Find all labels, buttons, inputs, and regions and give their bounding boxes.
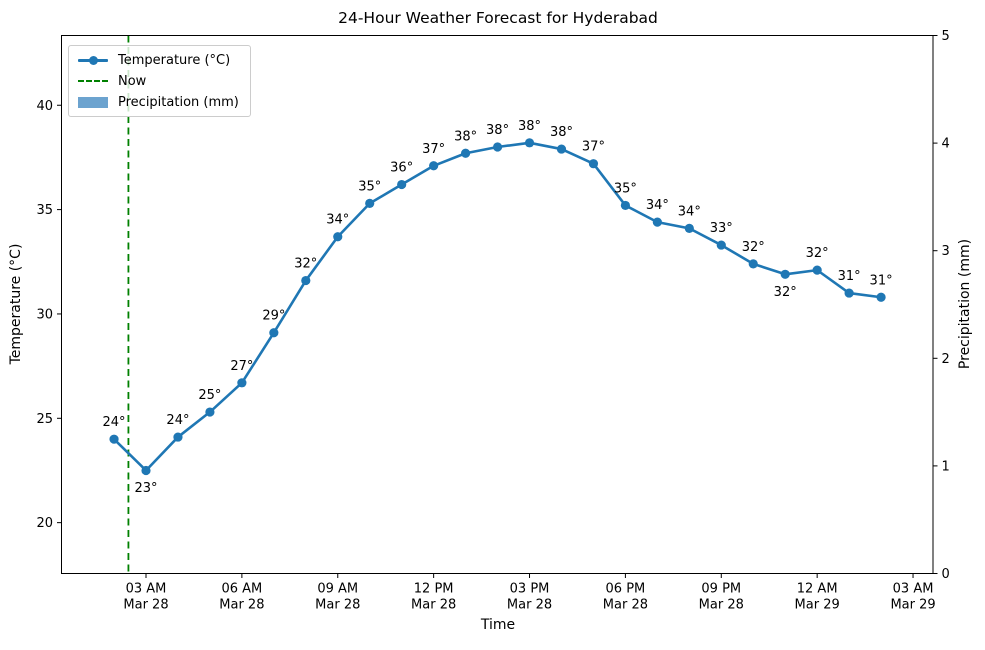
temp-point bbox=[461, 148, 471, 158]
temp-point bbox=[301, 275, 311, 286]
legend-label-temperature: Temperature (°C) bbox=[118, 52, 231, 68]
temp-point-label: 23° bbox=[134, 481, 157, 496]
temp-point-label: 32° bbox=[806, 246, 829, 261]
temp-point-label: 25° bbox=[198, 388, 221, 403]
temp-point bbox=[492, 142, 503, 152]
temp-point-label: 24° bbox=[103, 415, 126, 430]
temp-point bbox=[716, 240, 726, 250]
chart-title: 24-Hour Weather Forecast for Hyderabad bbox=[338, 9, 658, 27]
temp-point-label: 31° bbox=[870, 273, 893, 288]
temp-point bbox=[397, 179, 407, 190]
temp-point-label: 35° bbox=[358, 179, 381, 194]
legend: Temperature (°C) Now Precipitation (mm) bbox=[68, 45, 251, 117]
x-tick-label: 12 AM Mar 29 bbox=[795, 582, 840, 613]
axes-frame bbox=[61, 35, 934, 574]
legend-label-now: Now bbox=[118, 73, 147, 89]
right-tick-label: 4 bbox=[942, 137, 950, 152]
temp-point bbox=[652, 217, 662, 227]
temp-point-label: 37° bbox=[422, 142, 445, 157]
x-tick-label: 03 AM Mar 29 bbox=[890, 582, 935, 613]
temp-point-label: 32° bbox=[774, 285, 797, 300]
temp-point bbox=[684, 223, 694, 233]
x-tick-label: 06 PM Mar 28 bbox=[603, 582, 648, 613]
right-tick-label: 2 bbox=[942, 352, 950, 367]
temp-point-label: 34° bbox=[646, 198, 669, 213]
temp-point bbox=[237, 378, 247, 388]
left-tick-label: 30 bbox=[36, 307, 53, 322]
temp-point bbox=[876, 292, 886, 302]
temp-point-label: 27° bbox=[230, 359, 253, 374]
legend-item-temperature: Temperature (°C) bbox=[78, 52, 239, 68]
x-tick-label: 06 AM Mar 28 bbox=[219, 582, 264, 613]
temp-point bbox=[524, 138, 535, 148]
temp-point-label: 35° bbox=[614, 181, 637, 196]
right-tick-label: 5 bbox=[942, 29, 950, 44]
left-tick-label: 35 bbox=[36, 203, 53, 218]
temp-point bbox=[333, 232, 343, 242]
temp-point-label: 31° bbox=[838, 269, 861, 284]
x-tick-label: 09 PM Mar 28 bbox=[699, 582, 744, 613]
temp-point-label: 34° bbox=[326, 213, 349, 228]
now-dashed-line-swatch bbox=[78, 80, 108, 82]
temperature-line bbox=[112, 141, 883, 472]
temp-point bbox=[780, 269, 790, 279]
temp-point bbox=[141, 465, 151, 476]
x-axis-label: Time bbox=[480, 617, 516, 633]
temp-point-label: 34° bbox=[678, 204, 701, 219]
temp-point-label: 29° bbox=[262, 309, 285, 324]
left-tick-label: 40 bbox=[36, 99, 53, 114]
temp-point bbox=[812, 265, 822, 275]
temp-point bbox=[748, 259, 758, 269]
temp-point bbox=[429, 161, 439, 171]
temp-point-label: 36° bbox=[390, 161, 413, 176]
right-tick-label: 1 bbox=[942, 459, 950, 474]
legend-item-precipitation: Precipitation (mm) bbox=[78, 94, 239, 110]
left-tick-label: 20 bbox=[36, 516, 53, 531]
temp-point bbox=[588, 159, 599, 169]
temp-point-label: 24° bbox=[166, 413, 189, 428]
legend-item-now: Now bbox=[78, 73, 239, 89]
temp-point-label: 38° bbox=[486, 123, 509, 138]
temp-point bbox=[173, 432, 183, 442]
temp-point-label: 33° bbox=[710, 221, 733, 236]
legend-label-precipitation: Precipitation (mm) bbox=[118, 94, 239, 110]
temp-point-label: 32° bbox=[742, 240, 765, 255]
left-tick-label: 25 bbox=[36, 412, 53, 427]
temp-point bbox=[109, 434, 119, 444]
temperature-line-swatch bbox=[78, 55, 108, 65]
right-tick-label: 0 bbox=[942, 567, 950, 582]
x-tick-label: 12 PM Mar 28 bbox=[411, 582, 456, 613]
temp-point bbox=[205, 407, 215, 417]
x-tick-label: 03 AM Mar 28 bbox=[123, 582, 168, 613]
temp-point bbox=[269, 328, 279, 338]
precipitation-patch-swatch bbox=[78, 96, 108, 108]
temp-point-label: 32° bbox=[294, 257, 317, 272]
temperature-marker-swatch bbox=[88, 55, 98, 65]
temp-point-label: 38° bbox=[550, 125, 573, 140]
x-tick-label: 03 PM Mar 28 bbox=[507, 582, 552, 613]
temp-point bbox=[844, 288, 854, 298]
temp-point bbox=[365, 198, 375, 208]
temp-point-label: 38° bbox=[518, 119, 541, 134]
temp-point bbox=[620, 200, 631, 211]
temp-point bbox=[556, 144, 567, 154]
x-tick-label: 09 AM Mar 28 bbox=[315, 582, 360, 613]
right-tick-label: 3 bbox=[942, 244, 950, 259]
temp-point-label: 37° bbox=[582, 140, 605, 155]
temp-point-label: 38° bbox=[454, 129, 477, 144]
